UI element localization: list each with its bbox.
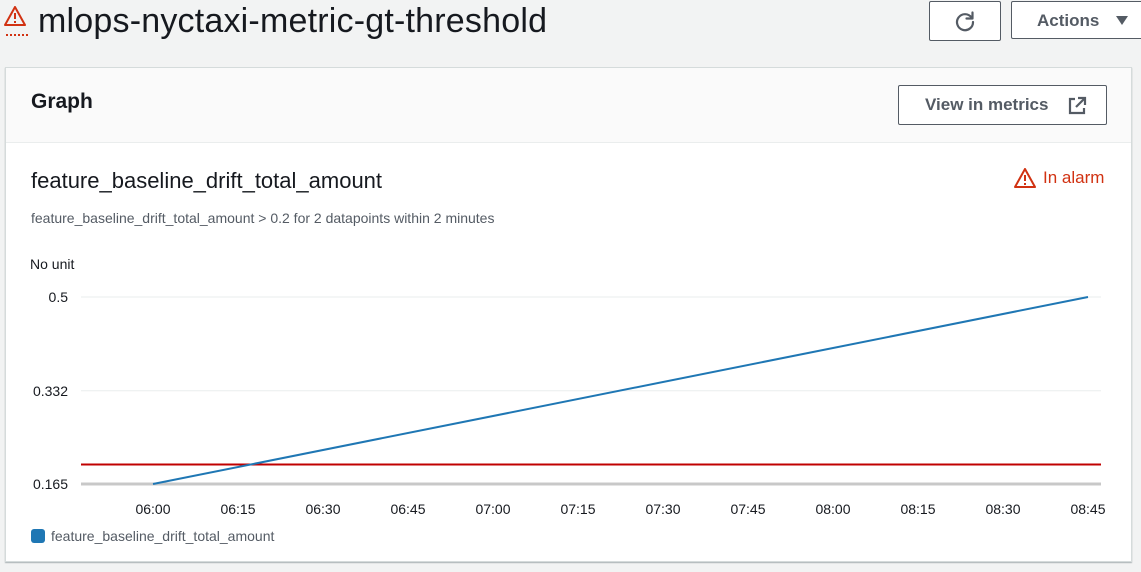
- caret-down-icon: [1116, 16, 1128, 25]
- legend-item-label: feature_baseline_drift_total_amount: [51, 528, 275, 544]
- y-axis-unit: No unit: [30, 256, 75, 272]
- graph-panel-header: Graph View in metrics: [6, 68, 1131, 143]
- x-tick-label: 08:00: [815, 501, 850, 517]
- y-tick-label: 0.332: [33, 383, 68, 399]
- series-line: [152, 296, 1089, 485]
- metric-line-chart: 0.165 0.332 0.5 06:00 06:15 06:30 06:45 07:00 07…: [33, 289, 1106, 517]
- page-header: mlops-nyctaxi-metric-gt-threshold Action…: [0, 0, 1141, 48]
- x-tick-label: 06:30: [305, 501, 340, 517]
- refresh-icon: [955, 11, 975, 32]
- actions-dropdown[interactable]: Actions: [1011, 1, 1141, 39]
- x-tick-label: 07:00: [475, 501, 510, 517]
- alarm-warning-icon: [4, 6, 28, 36]
- y-tick-label: 0.165: [33, 476, 68, 492]
- refresh-button[interactable]: [929, 1, 1001, 41]
- graph-panel-title: Graph: [31, 90, 93, 113]
- view-in-metrics-button[interactable]: View in metrics: [898, 85, 1107, 125]
- x-tick-label: 08:45: [1070, 501, 1105, 517]
- alarm-state: In alarm: [1014, 167, 1104, 189]
- graph-panel: Graph View in metrics feature_baseline_d…: [5, 67, 1132, 562]
- y-tick-label: 0.5: [49, 289, 69, 305]
- metric-name: feature_baseline_drift_total_amount: [31, 168, 383, 193]
- x-tick-label: 07:30: [645, 501, 680, 517]
- external-link-icon: [1068, 96, 1087, 115]
- view-in-metrics-label: View in metrics: [925, 95, 1049, 114]
- x-tick-label: 06:00: [135, 501, 170, 517]
- x-tick-label: 08:15: [900, 501, 935, 517]
- x-tick-label: 07:15: [560, 501, 595, 517]
- x-tick-label: 06:45: [390, 501, 425, 517]
- alarm-warning-icon: [1014, 168, 1036, 188]
- actions-label: Actions: [1037, 11, 1100, 30]
- page-title: mlops-nyctaxi-metric-gt-threshold: [38, 2, 548, 40]
- chart-legend: feature_baseline_drift_total_amount: [31, 528, 274, 544]
- x-tick-label: 07:45: [730, 501, 765, 517]
- alarm-state-label: In alarm: [1043, 168, 1105, 187]
- legend-swatch: [31, 529, 45, 543]
- x-tick-label: 06:15: [220, 501, 255, 517]
- x-tick-label: 08:30: [985, 501, 1020, 517]
- alarm-condition: feature_baseline_drift_total_amount > 0.…: [31, 210, 495, 226]
